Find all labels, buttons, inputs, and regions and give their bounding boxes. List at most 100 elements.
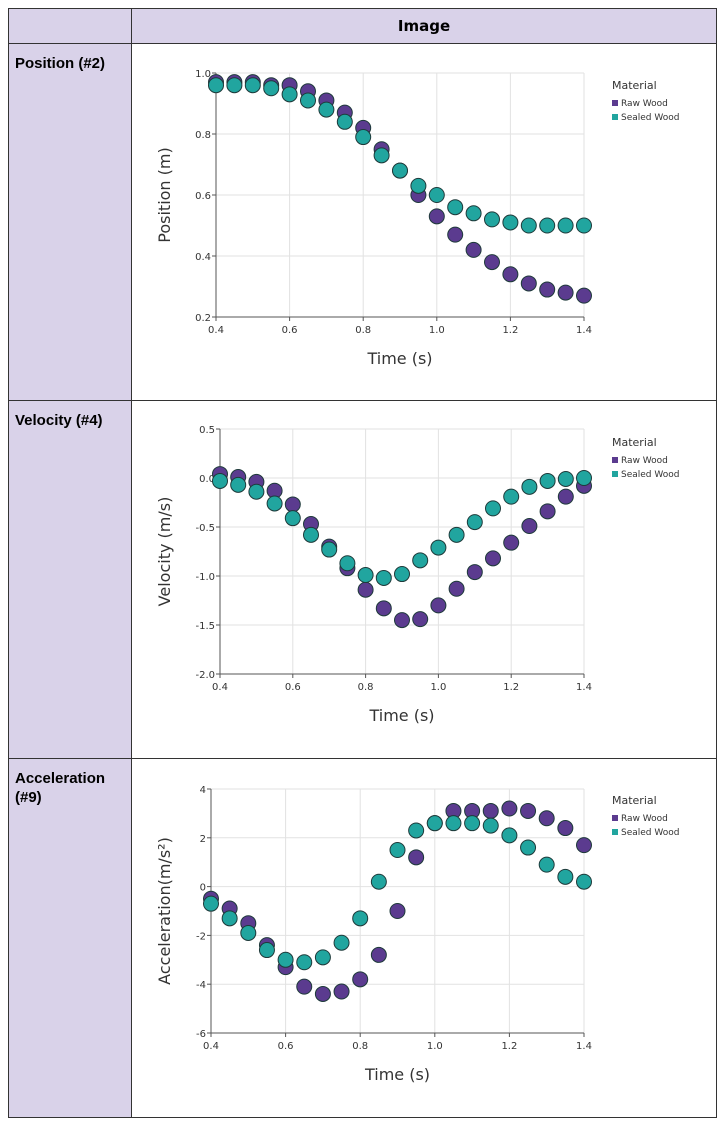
data-point: [357, 581, 374, 598]
y-tick-label: 1.0: [195, 69, 211, 80]
legend-label: Sealed Wood: [621, 113, 679, 123]
data-point: [230, 476, 247, 493]
y-tick-label: -4: [196, 980, 206, 991]
data-point: [557, 470, 574, 487]
corner-cell: [9, 9, 132, 44]
chart-cell: -2.0 -1.5 -1.0 -0.5 0.0 0.5 0.4 0.6 0.8 1.0 1.2 1.4…: [132, 401, 717, 759]
legend-swatch: [612, 457, 618, 463]
x-tick-label: 0.4: [212, 682, 228, 693]
data-point: [412, 611, 429, 628]
data-point: [520, 839, 537, 856]
x-tick-label: 0.4: [203, 1041, 219, 1052]
data-point: [484, 254, 500, 271]
x-tick-label: 0.6: [282, 325, 298, 336]
data-point: [482, 802, 499, 819]
data-point: [539, 281, 556, 298]
data-point: [557, 217, 574, 234]
data-point: [430, 597, 447, 614]
x-tick-label: 1.2: [501, 1041, 517, 1052]
legend-swatch: [612, 471, 618, 477]
data-point: [430, 539, 447, 556]
data-point: [212, 472, 228, 489]
data-point: [281, 86, 298, 103]
data-point: [447, 199, 464, 216]
data-point: [503, 534, 520, 551]
y-tick-label: 0: [200, 883, 206, 894]
legend-title: Material: [612, 436, 657, 449]
data-point: [333, 934, 350, 951]
data-point: [482, 817, 499, 834]
data-point: [336, 113, 353, 130]
data-point: [392, 162, 408, 179]
y-tick-label: 0.2: [195, 313, 211, 324]
data-point: [521, 478, 538, 495]
data-point: [339, 555, 356, 572]
data-point: [318, 101, 335, 118]
data-point: [314, 985, 331, 1002]
y-tick-label: -2: [196, 931, 206, 942]
data-point: [465, 241, 482, 258]
data-point: [410, 177, 427, 194]
data-point: [447, 226, 464, 243]
x-tick-label: 1.2: [503, 682, 519, 693]
data-point: [248, 483, 265, 500]
data-point: [226, 77, 243, 94]
legend-label: Raw Wood: [621, 456, 668, 466]
legend-label: Raw Wood: [621, 99, 668, 109]
y-tick-label: -1.0: [195, 572, 215, 583]
y-tick-label: -2.0: [195, 670, 215, 681]
y-tick-label: 0.5: [199, 425, 215, 436]
chart-cell: -6 -4 -2 0 2 4 0.4 0.6 0.8 1.0 1.2 1.4 Time (s) Accel…: [132, 759, 717, 1118]
data-point: [538, 856, 555, 873]
y-tick-label: -6: [196, 1029, 206, 1040]
data-point: [448, 580, 465, 597]
data-point: [539, 503, 556, 520]
legend-label: Raw Wood: [621, 814, 668, 824]
data-point: [357, 567, 374, 584]
x-tick-label: 0.6: [278, 1041, 294, 1052]
legend-title: Material: [612, 79, 657, 92]
y-tick-label: 0.4: [195, 252, 211, 263]
x-tick-label: 0.8: [355, 325, 371, 336]
data-point: [539, 217, 556, 234]
data-point: [428, 187, 445, 203]
data-point: [221, 910, 238, 927]
y-tick-label: 2: [200, 834, 206, 845]
data-point: [466, 514, 483, 531]
chart-cell: 0.2 0.4 0.6 0.8 1.0 0.4 0.6 0.8 1.0 1.2 1.4 Time (s…: [132, 44, 717, 401]
chart: -2.0 -1.5 -1.0 -0.5 0.0 0.5 0.4 0.6 0.8 1.0 1.2 1.4…: [155, 425, 679, 725]
x-tick-label: 1.0: [427, 1041, 443, 1052]
data-point: [408, 849, 425, 866]
data-point: [426, 815, 443, 832]
data-point: [520, 217, 537, 234]
data-point: [373, 147, 390, 164]
data-point: [485, 550, 501, 567]
data-point: [266, 495, 283, 512]
data-point: [502, 266, 519, 283]
data-point: [428, 208, 445, 225]
x-axis-title: Time (s): [366, 349, 432, 368]
row-label: Acceleration (#9): [9, 759, 132, 1118]
data-point: [576, 287, 592, 304]
legend-label: Sealed Wood: [621, 470, 679, 480]
data-point: [314, 949, 331, 966]
data-point: [375, 569, 392, 586]
data-point: [557, 820, 574, 837]
data-point: [300, 92, 316, 109]
y-tick-label: -1.5: [195, 621, 215, 632]
data-point: [203, 895, 219, 912]
data-point: [394, 612, 410, 629]
data-point: [296, 978, 313, 995]
data-point: [258, 942, 275, 959]
data-point: [352, 971, 369, 988]
row-label: Velocity (#4): [9, 401, 132, 759]
data-point: [303, 526, 319, 543]
data-point: [355, 129, 372, 146]
data-point: [296, 954, 313, 971]
data-point: [521, 518, 538, 535]
x-tick-label: 1.4: [576, 325, 592, 336]
data-point: [557, 868, 574, 885]
y-axis-title: Position (m): [155, 147, 174, 242]
